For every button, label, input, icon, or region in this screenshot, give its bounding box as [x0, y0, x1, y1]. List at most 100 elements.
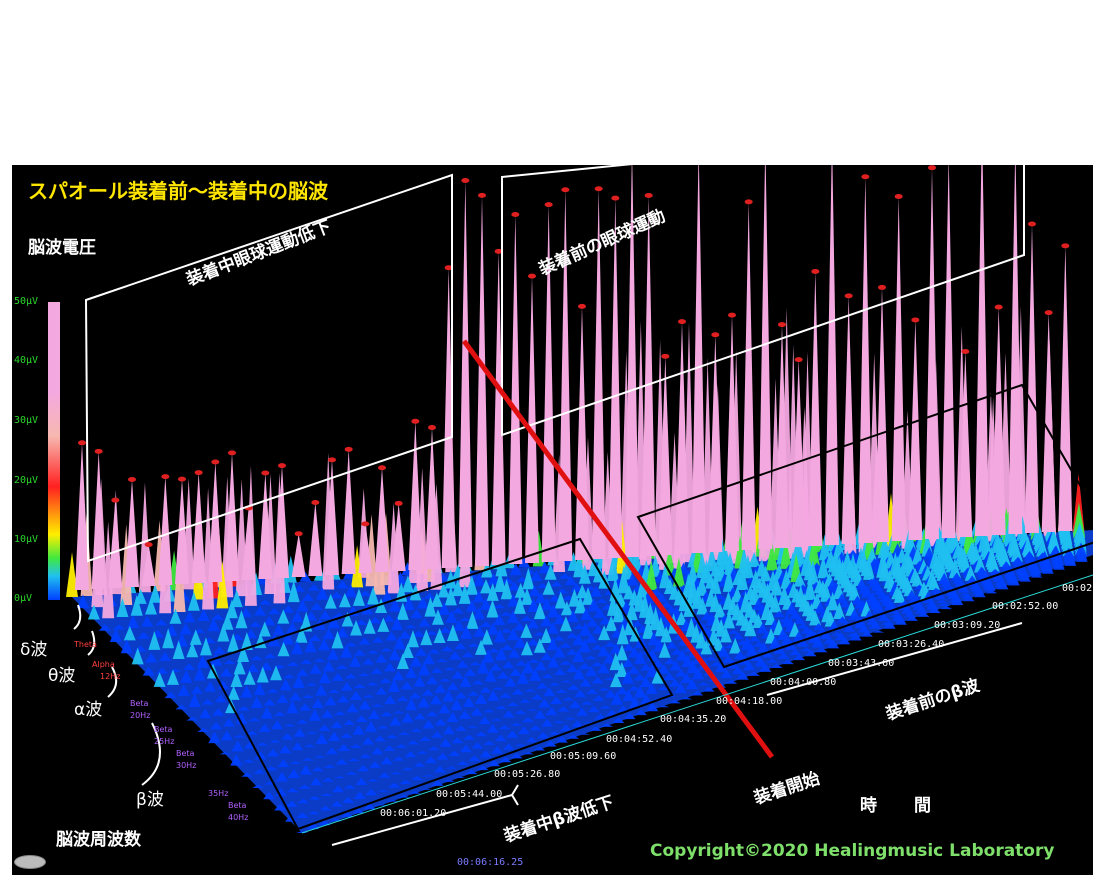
surface-peak — [724, 551, 737, 575]
surface-peak — [653, 638, 666, 652]
surface-peak — [540, 652, 553, 661]
surface-peak — [425, 630, 438, 635]
surface-peak — [186, 716, 199, 721]
voltage-axis-label: 脳波電圧 — [28, 238, 96, 258]
surface-peak — [330, 800, 343, 807]
surface-peak — [291, 611, 304, 623]
band-tick: 30Hz — [176, 761, 197, 770]
surface-peak — [330, 721, 343, 728]
surface-peak — [371, 704, 384, 707]
surface-peak — [130, 594, 143, 616]
surface-peak — [448, 750, 461, 756]
surface-peak — [419, 736, 432, 741]
surface-peak — [525, 736, 538, 743]
surface-peak — [246, 663, 259, 673]
peak-marker — [194, 470, 203, 476]
peak-marker — [578, 303, 586, 309]
surface-peak — [355, 777, 368, 786]
peak-marker — [544, 202, 553, 208]
eye-movement-peak — [125, 479, 139, 587]
surface-peak — [622, 689, 635, 702]
surface-peak — [349, 690, 362, 700]
surface-peak — [456, 660, 469, 668]
surface-peak — [404, 624, 417, 629]
surface-peak — [789, 609, 802, 620]
eye-movement-peak — [358, 523, 373, 573]
surface-peak — [605, 615, 618, 632]
eye-movement-peak — [1058, 245, 1073, 531]
surface-peak — [812, 635, 825, 648]
surface-peak — [375, 654, 388, 663]
eye-movement-peak — [675, 321, 689, 554]
surface-peak — [733, 650, 746, 660]
band-tick: 35Hz — [208, 789, 229, 798]
surface-peak — [527, 598, 540, 613]
surface-peak — [603, 677, 616, 681]
surface-peak — [413, 675, 426, 687]
surface-peak — [301, 593, 314, 601]
surface-peak — [657, 664, 670, 674]
surface-peak — [285, 800, 298, 807]
band-tick: 25Hz — [154, 737, 175, 746]
surface-peak — [380, 756, 393, 765]
surface-peak — [472, 590, 485, 603]
surface-peak — [625, 600, 638, 621]
surface-peak — [385, 631, 398, 641]
surface-peak — [349, 655, 362, 667]
surface-peak — [948, 557, 961, 579]
surface-peak — [893, 588, 906, 603]
surface-peak — [514, 582, 527, 598]
surface-peak — [983, 579, 996, 591]
surface-peak — [282, 605, 295, 613]
eye-movement-peak — [475, 195, 489, 566]
surface-peak — [221, 612, 234, 630]
peak-marker — [728, 312, 736, 318]
surface-peak — [366, 650, 379, 654]
surface-peak — [409, 692, 422, 699]
surface-peak — [425, 756, 438, 764]
surface-peak — [347, 758, 360, 762]
surface-peak — [264, 653, 277, 659]
surface-peak — [252, 784, 265, 789]
peak-marker — [811, 268, 820, 274]
surface-peak — [467, 643, 480, 647]
surface-peak — [540, 615, 553, 627]
surface-peak — [452, 607, 465, 614]
surface-peak — [331, 630, 344, 649]
surface-peak — [719, 626, 732, 643]
surface-peak — [578, 733, 591, 735]
surface-peak — [616, 686, 629, 695]
surface-peak — [148, 630, 161, 650]
surface-peak — [370, 667, 383, 674]
surface-peak — [793, 654, 806, 661]
peak-marker — [78, 440, 86, 446]
surface-peak — [985, 589, 998, 594]
surface-peak — [536, 682, 549, 689]
surface-peak — [291, 742, 304, 751]
surface-peak — [686, 561, 699, 585]
surface-peak — [219, 751, 232, 755]
surface-peak — [504, 677, 517, 687]
z-tick: 10μV — [14, 534, 39, 545]
surface-peak — [621, 670, 634, 684]
surface-peak — [376, 789, 389, 792]
surface-peak — [448, 651, 461, 660]
eye-movement-peak — [341, 449, 356, 574]
surface-peak — [764, 609, 777, 626]
eye-movement-peak — [258, 472, 273, 579]
surface-peak — [818, 534, 831, 561]
surface-peak — [359, 700, 372, 710]
surface-peak — [501, 644, 514, 651]
surface-peak — [878, 556, 891, 582]
surface-peak — [906, 615, 919, 621]
time-tick: 00:02 — [1062, 583, 1093, 594]
surface-peak — [634, 650, 647, 664]
eye-movement-peak — [625, 165, 639, 557]
surface-peak — [384, 695, 397, 704]
surface-peak — [639, 676, 652, 688]
time-tick: 00:03:26.40 — [878, 639, 945, 650]
surface-peak — [659, 563, 672, 589]
surface-peak — [303, 744, 316, 748]
eye-movement-peak — [391, 503, 406, 571]
eye-movement-peak — [908, 319, 923, 540]
